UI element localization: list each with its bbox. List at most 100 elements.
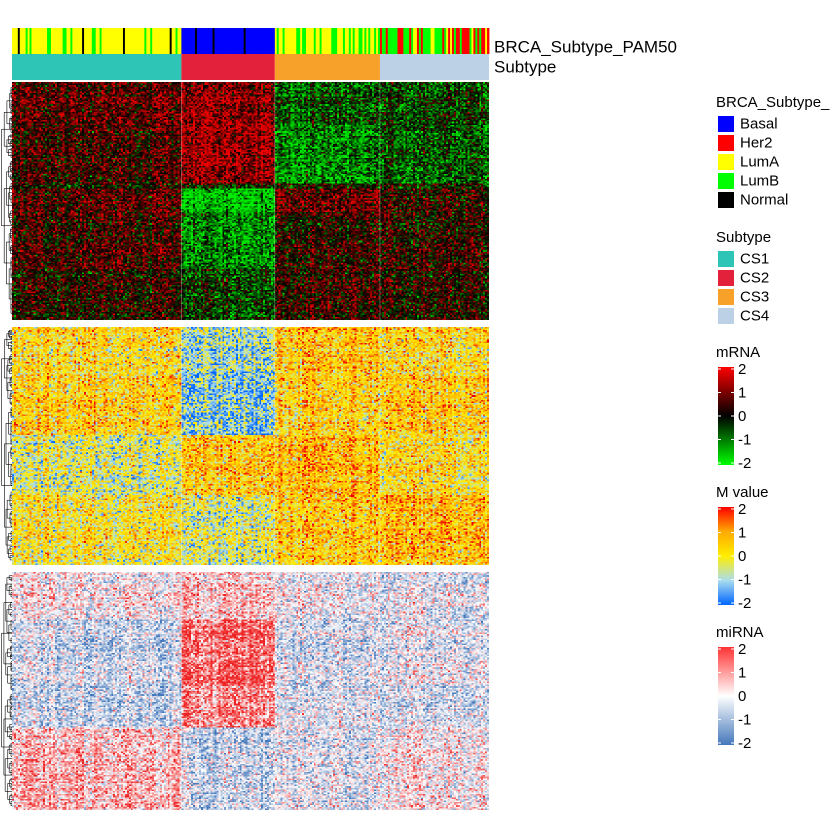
pam50-sample-cell [202, 28, 206, 54]
pam50-sample-cell [339, 28, 342, 54]
pam50-sample-cell [397, 28, 400, 54]
legend-label-basal: Basal [740, 115, 778, 132]
pam50-sample-cell [381, 28, 385, 54]
heatmap-panels [12, 82, 489, 810]
pam50-sample-cell [288, 28, 291, 54]
colorbar-tick-label: 1 [738, 664, 746, 681]
row-dendrogram [1, 329, 12, 561]
pam50-sample-cell [321, 28, 324, 54]
colorbar-tick-label: -2 [738, 735, 751, 752]
pam50-sample-cell [233, 28, 237, 54]
pam50-sample-cell [245, 28, 248, 54]
pam50-sample-cell [191, 28, 194, 54]
pam50-sample-cell [249, 28, 252, 54]
pam50-sample-cell [99, 28, 102, 54]
pam50-sample-cell [224, 28, 227, 54]
colorbar-tick-label: 0 [738, 688, 746, 705]
pam50-sample-cell [39, 28, 42, 54]
pam50-sample-cell [333, 28, 336, 54]
pam50-sample-cell [82, 28, 85, 54]
legend-brca_subtype_pam50: BRCA_Subtype_ Basal Her2 LumA LumB Normal [716, 94, 830, 209]
pam50-sample-cell [263, 28, 266, 54]
pam50-sample-cell [175, 28, 178, 54]
legend-label-normal: Normal [740, 191, 788, 208]
pam50-sample-cell [255, 28, 258, 54]
pam50-sample-cell [87, 28, 91, 54]
pam50-sample-cell [251, 28, 254, 54]
pam50-sample-cell [161, 28, 165, 54]
pam50-sample-cell [307, 28, 311, 54]
row-dendrogram [1, 575, 12, 807]
pam50-sample-cell [89, 28, 93, 54]
colorbar-tick-label: -2 [738, 455, 751, 472]
pam50-sample-cell [282, 28, 285, 54]
pam50-sample-cell [389, 28, 393, 54]
pam50-sample-cell [156, 28, 159, 54]
pam50-sample-cell [47, 28, 50, 54]
pam50-sample-cell [370, 28, 373, 54]
pam50-sample-cell [317, 28, 321, 54]
pam50-sample-cell [45, 28, 48, 54]
pam50-sample-cell [58, 28, 62, 54]
pam50-sample-cell [378, 28, 381, 54]
colorbar-tick-label: -1 [738, 431, 751, 448]
row-dendrogram [1, 87, 12, 314]
pam50-sample-cell [193, 28, 196, 54]
pam50-sample-cell [415, 28, 418, 54]
pam50-sample-cell [206, 28, 210, 54]
pam50-sample-cell [111, 28, 114, 54]
pam50-sample-cell [140, 28, 143, 54]
pam50-sample-cell [177, 28, 180, 54]
pam50-sample-cell [113, 28, 116, 54]
pam50-sample-cell [105, 28, 108, 54]
pam50-sample-cell [403, 28, 406, 54]
pam50-sample-cell [358, 28, 361, 54]
pam50-sample-cell [109, 28, 112, 54]
pam50-sample-cell [181, 28, 184, 54]
colorbar-tick-label: 0 [738, 408, 746, 425]
pam50-sample-cell [198, 28, 202, 54]
pam50-sample-cell [300, 28, 303, 54]
colorbar-title: miRNA [716, 624, 764, 641]
pam50-sample-cell [247, 28, 250, 54]
pam50-sample-cell [196, 28, 200, 54]
pam50-sample-cell [74, 28, 77, 54]
pam50-sample-cell [70, 28, 73, 54]
pam50-sample-cell [12, 28, 15, 54]
pam50-sample-cell [304, 28, 307, 54]
subtype-block-cs1 [12, 54, 182, 80]
pam50-sample-cell [37, 28, 40, 54]
pam50-sample-cell [298, 28, 301, 54]
pam50-sample-cell [302, 28, 305, 54]
pam50-sample-cell [418, 28, 422, 54]
colorbar-title: mRNA [716, 344, 760, 361]
pam50-sample-cell [226, 28, 229, 54]
pam50-sample-cell [228, 28, 231, 54]
pam50-sample-cell [290, 28, 293, 54]
pam50-sample-cell [43, 28, 46, 54]
pam50-sample-cell [376, 28, 379, 54]
legend-swatch-cs1 [718, 251, 734, 267]
pam50-sample-cell [267, 28, 270, 54]
pam50-sample-cell [23, 28, 27, 54]
pam50-sample-cell [428, 28, 431, 54]
pam50-sample-cell [243, 28, 247, 54]
pam50-sample-cell [323, 28, 326, 54]
legend-subtype: Subtype CS1 CS2 CS3 CS4 [716, 229, 771, 325]
pam50-sample-cell [401, 28, 404, 54]
annotation-label-subtype: Subtype [494, 57, 556, 76]
pam50-sample-cell [305, 28, 309, 54]
pam50-sample-cell [21, 28, 25, 54]
pam50-sample-cell [438, 28, 441, 54]
annotation-tracks [12, 28, 490, 80]
pam50-sample-cell [130, 28, 134, 54]
colorbar-gradient [718, 507, 734, 605]
pam50-sample-cell [265, 28, 268, 54]
pam50-sample-cell [465, 28, 468, 54]
pam50-sample-cell [440, 28, 443, 54]
pam50-sample-cell [337, 28, 340, 54]
pam50-sample-cell [391, 28, 394, 54]
colorbar-tick-label: -2 [738, 595, 751, 612]
pam50-sample-cell [183, 28, 186, 54]
pam50-sample-cell [218, 28, 221, 54]
